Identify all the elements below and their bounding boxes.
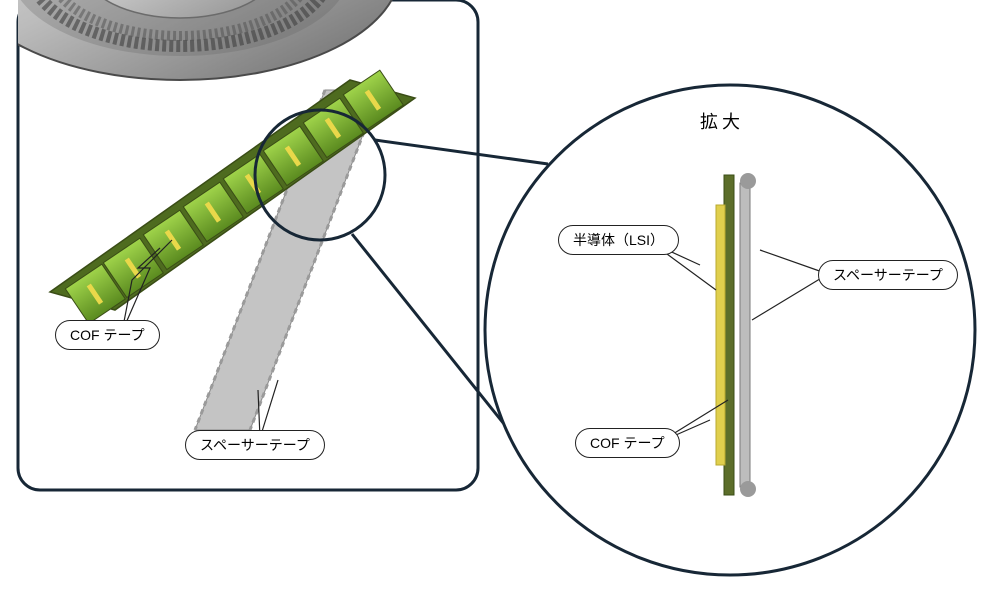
left-panel (0, 0, 478, 490)
zoom-title: 拡大 (700, 108, 744, 134)
label-lsi: 半導体（LSI） (558, 225, 679, 255)
diagram-canvas (0, 0, 1000, 600)
label-cof-tape-left: COF テープ (55, 320, 160, 350)
label-spacer-right: スペーサーテープ (818, 260, 958, 290)
label-spacer-tape-left: スペーサーテープ (185, 430, 325, 460)
label-cof-right: COF テープ (575, 428, 680, 458)
